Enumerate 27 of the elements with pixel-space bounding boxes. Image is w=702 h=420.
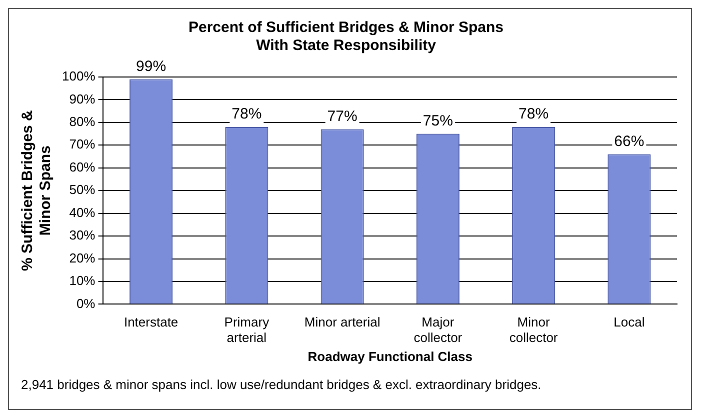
x-tick-label: Local [614, 314, 645, 330]
y-tick-label: 30% [69, 228, 96, 243]
y-tick-label: 20% [69, 250, 96, 266]
x-tick-label: Primary arterial [224, 314, 270, 346]
x-tick-label: Interstate [124, 314, 178, 330]
data-label: 78% [518, 106, 549, 123]
data-label: 75% [422, 112, 453, 130]
data-label: 99% [136, 58, 166, 75]
y-tick-label: 10% [69, 273, 96, 288]
text: 2,941 bridges & minor spans incl. low use/redundant bridges & excl. extraordinary bridges. [21, 377, 542, 392]
y-tick-label: 80% [69, 114, 96, 130]
chart-title: Percent of Sufficient Bridges & Minor Spans With State Responsibility [188, 19, 504, 54]
y-tick-label: 90% [69, 91, 96, 106]
y-tick-label: 60% [69, 159, 96, 174]
y-tick-label: 100% [62, 68, 96, 84]
data-label: 66% [614, 132, 644, 150]
y-tick-label: 50% [69, 182, 96, 198]
x-tick-label: Minor arterial [304, 314, 380, 330]
y-tick-label: 0% [76, 296, 96, 311]
y-tick-label: 70% [69, 136, 96, 152]
x-axis-title: Roadway Functional Class [308, 348, 472, 364]
x-tick-label: Major collector [414, 314, 463, 346]
y-axis-title: % Sufficient Bridges & Minor Spans [19, 110, 54, 272]
y-tick-label: 40% [69, 204, 96, 220]
x-tick-label: Minor collector [509, 314, 558, 346]
data-label: 78% [232, 106, 262, 123]
data-label: 77% [327, 108, 358, 125]
